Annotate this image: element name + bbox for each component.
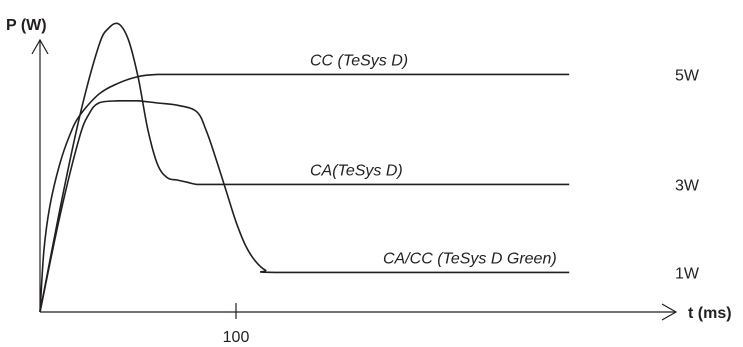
x-axis-arrow-icon [661, 303, 678, 321]
y-axis-arrow-icon [31, 38, 49, 55]
series-line-0 [39, 73, 570, 313]
series-line-2 [39, 99, 570, 313]
y-axis-label: P (W) [6, 17, 47, 34]
series-level-label-1: 3W [675, 177, 700, 194]
x-axis [40, 303, 678, 321]
x-axis-label: t (ms) [688, 305, 732, 322]
series-lines [39, 22, 570, 313]
series-labels: CC (TeSys D) 5W CA(TeSys D) 3W CA/CC (TeSys … [310, 52, 700, 282]
series-level-label-2: 1W [675, 265, 700, 282]
x-tick-label: 100 [223, 329, 250, 346]
series-name-label-1: CA(TeSys D) [310, 162, 403, 179]
series-line-1 [39, 22, 570, 313]
x-ticks: 100 [223, 303, 250, 346]
series-level-label-0: 5W [675, 67, 700, 84]
series-name-label-0: CC (TeSys D) [310, 52, 408, 69]
y-axis [31, 38, 49, 312]
series-name-label-2: CA/CC (TeSys D Green) [383, 250, 557, 267]
